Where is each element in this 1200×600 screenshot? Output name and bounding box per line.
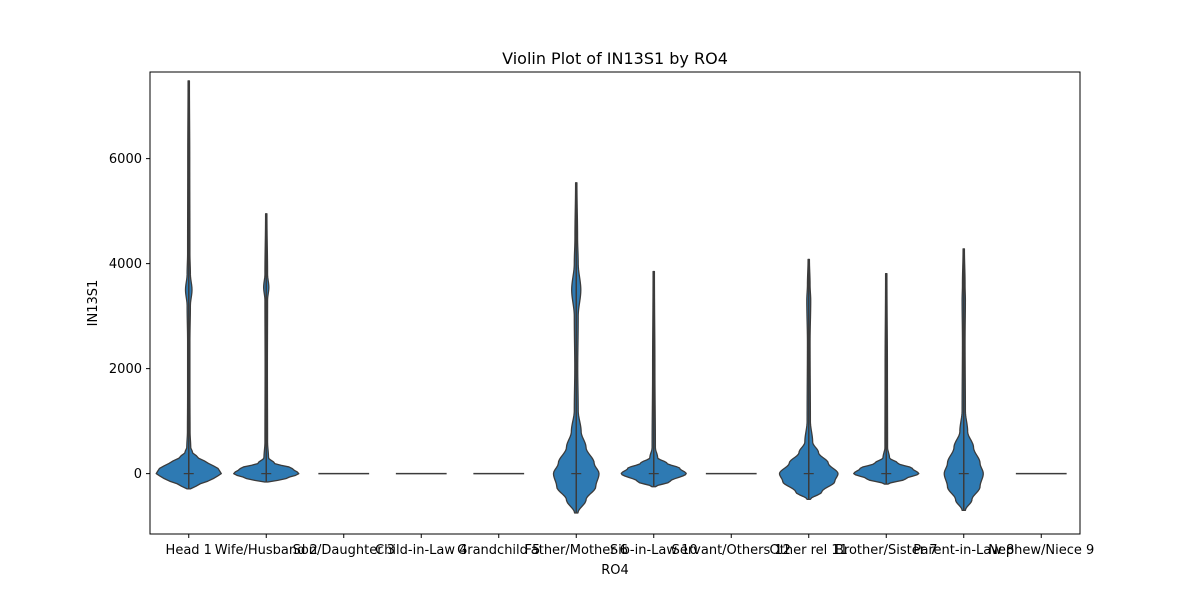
violin <box>853 272 920 485</box>
x-tick-label: Parent-in-Law 8 <box>913 543 1014 558</box>
violin <box>233 213 300 483</box>
x-tick-label: Father/Mother 6 <box>524 543 628 558</box>
violin <box>155 80 222 490</box>
violin <box>620 270 687 488</box>
x-tick-label: Nephew/Niece 9 <box>988 543 1094 558</box>
x-tick-label: Child-in-Law 4 <box>375 543 467 558</box>
x-tick-label: Sib-in-Law 10 <box>610 543 698 558</box>
y-tick-label: 2000 <box>109 362 142 377</box>
x-tick-label: Servant/Others 12 <box>672 543 791 558</box>
violin <box>552 182 600 514</box>
violin <box>778 258 839 500</box>
violin <box>943 248 984 512</box>
x-tick-label: Brother/Sister 7 <box>835 543 937 558</box>
x-tick-label: Head 1 <box>166 543 212 558</box>
y-axis: 0 2000 4000 6000 <box>109 152 150 482</box>
y-tick-label: 6000 <box>109 152 142 167</box>
x-tick-label: Other rel 11 <box>770 543 848 558</box>
plot-frame <box>149 71 1081 535</box>
x-tick-label: Wife/Husband 2 <box>215 543 318 558</box>
x-tick-label: Son/Daughter 3 <box>293 543 395 558</box>
x-axis-label: RO4 <box>601 563 629 578</box>
chart-title: Violin Plot of IN13S1 by RO4 <box>502 49 728 68</box>
y-axis-label: IN13S1 <box>86 280 101 327</box>
y-tick-label: 0 <box>134 467 142 482</box>
y-tick-label: 4000 <box>109 257 142 272</box>
x-tick-label: Grandchild 5 <box>457 543 540 558</box>
plot-area <box>155 80 1067 514</box>
